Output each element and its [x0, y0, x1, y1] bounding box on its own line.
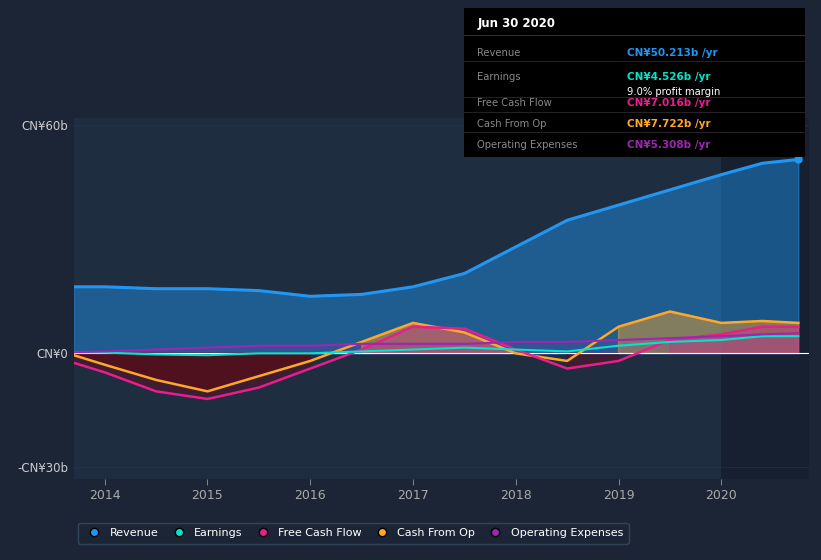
Text: Earnings: Earnings	[478, 72, 521, 82]
Text: 9.0% profit margin: 9.0% profit margin	[627, 86, 721, 96]
Text: CN¥50.213b /yr: CN¥50.213b /yr	[627, 48, 718, 58]
Text: Jun 30 2020: Jun 30 2020	[478, 17, 556, 30]
Text: CN¥5.308b /yr: CN¥5.308b /yr	[627, 140, 711, 150]
Text: CN¥7.016b /yr: CN¥7.016b /yr	[627, 99, 711, 109]
Text: Cash From Op: Cash From Op	[478, 119, 547, 129]
Bar	[722, 118, 809, 479]
Legend: Revenue, Earnings, Free Cash Flow, Cash From Op, Operating Expenses: Revenue, Earnings, Free Cash Flow, Cash …	[77, 522, 629, 544]
Text: Revenue: Revenue	[478, 48, 521, 58]
Text: Operating Expenses: Operating Expenses	[478, 140, 578, 150]
Text: Free Cash Flow: Free Cash Flow	[478, 99, 553, 109]
Text: CN¥7.722b /yr: CN¥7.722b /yr	[627, 119, 711, 129]
Text: CN¥4.526b /yr: CN¥4.526b /yr	[627, 72, 711, 82]
